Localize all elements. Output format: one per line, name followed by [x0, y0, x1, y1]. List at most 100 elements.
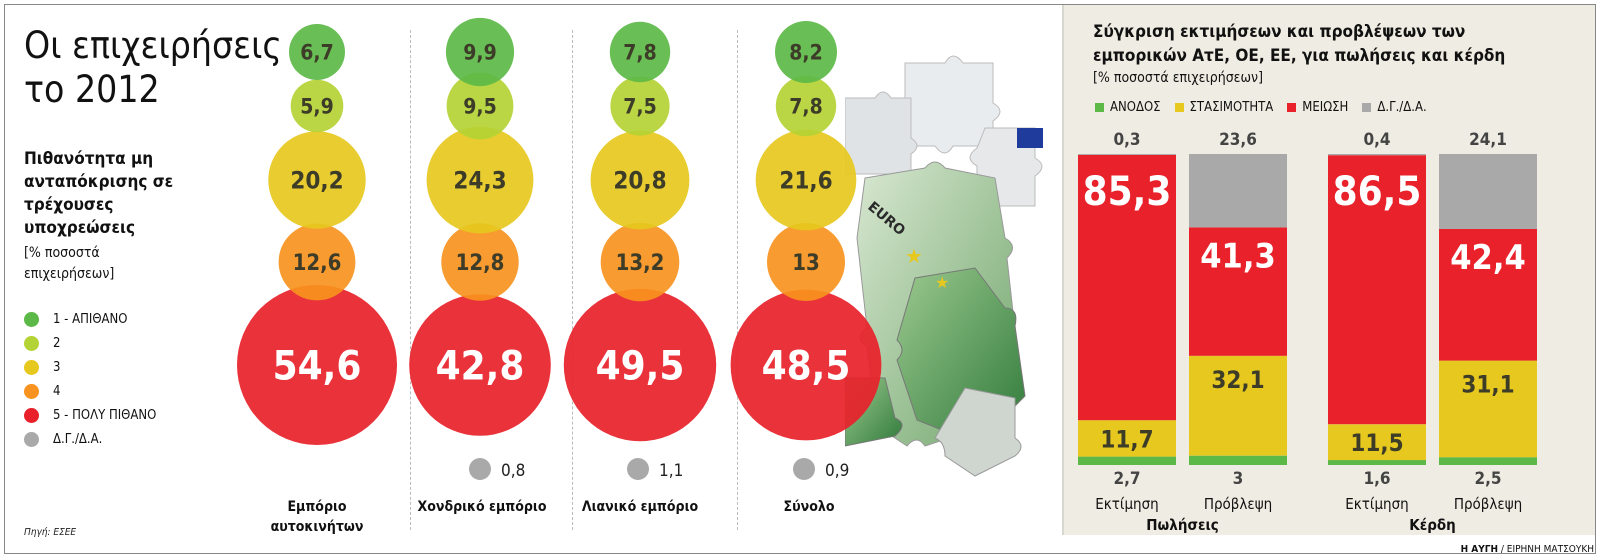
legend-swatch — [24, 335, 39, 351]
bubble-5 — [563, 288, 717, 442]
legend-item: ΜΕΙΩΣΗ — [1287, 100, 1348, 115]
bar-segment-stable — [1328, 424, 1426, 461]
bubble-1 — [609, 21, 671, 83]
legend-label: Δ.Γ./Δ.Α. — [53, 431, 103, 447]
bar-value-label: 11,7 — [1100, 425, 1153, 453]
na-value-label: 1,1 — [659, 461, 683, 481]
bubble-value-label: 9,9 — [463, 41, 496, 65]
na-bubble — [469, 458, 491, 480]
bubble-3 — [268, 131, 366, 229]
column-divider — [410, 30, 411, 530]
bubble-value-label: 12,8 — [456, 251, 505, 276]
bar-na-label: 24,1 — [1469, 130, 1507, 150]
bar-segment-stable — [1078, 420, 1176, 457]
legend-label: ΑΝΟΔΟΣ — [1110, 100, 1161, 115]
unit-note: [% ποσοστά επιχειρήσεων] — [24, 245, 115, 282]
bar-segment-up — [1439, 457, 1537, 465]
bar-na-label: 23,6 — [1219, 130, 1257, 150]
bar-segment-down — [1439, 228, 1537, 361]
bubble-4 — [278, 223, 356, 301]
bar-segment-stable — [1439, 360, 1537, 458]
puzzle-euro-illustration: EURO ★ ★ — [845, 55, 1043, 477]
bar-segment-na — [1078, 154, 1176, 155]
trend-legend: ΑΝΟΔΟΣ ΣΤΑΣΙΜΟΤΗΤΑ ΜΕΙΩΣΗ Δ.Γ./Δ.Α. — [1095, 100, 1441, 115]
legend-swatch — [1095, 103, 1104, 112]
probability-legend: 1 - ΑΠΙΘΑΝΟ 2 3 4 5 - ΠΟΛΥ ΠΙΘΑΝΟ Δ.Γ./Δ… — [24, 307, 156, 451]
bubble-value-label: 12,6 — [293, 251, 342, 276]
bubble-value-label: 48,5 — [762, 343, 851, 389]
bubble-3 — [590, 130, 690, 230]
bubble-2 — [775, 75, 837, 137]
bar-value-label: 32,1 — [1211, 366, 1264, 394]
na-bubble — [627, 458, 649, 480]
bar-segment-up — [1078, 456, 1176, 465]
bar-segment-na — [1189, 154, 1287, 228]
puzzle-piece — [845, 91, 918, 175]
bar-value-label: 86,5 — [1333, 169, 1422, 215]
legend-swatch — [24, 407, 39, 423]
eu-flag — [1017, 128, 1043, 148]
category-label: Λιανικό εμπόριο — [581, 499, 699, 515]
bar-up-label: 1,6 — [1363, 469, 1390, 489]
bubble-value-label: 7,8 — [789, 95, 822, 119]
category-label: Εμπόριο αυτοκινήτων — [270, 499, 364, 535]
bubble-5 — [409, 294, 551, 436]
bar-up-label: 2,7 — [1113, 469, 1140, 489]
comparison-chart-title: Σύγκριση εκτιμήσεων και προβλέψεων των ε… — [1093, 22, 1506, 66]
column-divider — [737, 30, 738, 530]
column-divider — [572, 30, 573, 530]
legend-item: 5 - ΠΟΛΥ ΠΙΘΑΝΟ — [24, 403, 156, 427]
page-title: Οι επιχειρήσεις το 2012 — [24, 24, 294, 112]
bubble-value-label: 8,2 — [789, 41, 822, 65]
legend-label: Δ.Γ./Δ.Α. — [1377, 100, 1427, 115]
bubble-value-label: 24,3 — [453, 167, 506, 195]
bubble-4 — [767, 223, 845, 301]
legend-item: 1 - ΑΠΙΘΑΝΟ — [24, 307, 156, 331]
bubble-value-label: 7,8 — [623, 41, 656, 65]
legend-item: ΑΝΟΔΟΣ — [1095, 100, 1161, 115]
bubble-1 — [445, 17, 515, 87]
legend-label: 4 — [53, 383, 61, 399]
bubble-4 — [600, 222, 680, 302]
bubble-2 — [446, 72, 514, 140]
panel-separator — [1062, 5, 1064, 535]
bubble-value-label: 20,8 — [613, 167, 666, 195]
legend-swatch — [24, 431, 39, 447]
legend-item: Δ.Γ./Δ.Α. — [24, 427, 156, 451]
bar-na-label: 0,3 — [1113, 130, 1140, 150]
bubble-value-label: 42,8 — [436, 343, 525, 389]
bar-segment-down — [1078, 154, 1176, 421]
bar-segment-up — [1328, 460, 1426, 465]
bubble-value-label: 13,2 — [616, 251, 665, 276]
bar-category-label: Πρόβλεψη — [1454, 495, 1522, 513]
bubble-2 — [290, 79, 344, 133]
bubble-value-label: 21,6 — [779, 167, 832, 195]
credit-author: / ΕΙΡΗΝΗ ΜΑΤΣΟΥΚΗ — [1498, 544, 1594, 555]
legend-item: 4 — [24, 379, 156, 403]
legend-label: 5 - ΠΟΛΥ ΠΙΘΑΝΟ — [53, 407, 157, 423]
bar-segment-na — [1328, 154, 1426, 156]
category-label: Χονδρικό εμπόριο — [417, 499, 547, 515]
bar-category-label: Εκτίμηση — [1345, 495, 1408, 513]
frame-border — [4, 4, 1596, 554]
bubble-value-label: 13 — [792, 251, 820, 276]
bubble-3 — [755, 129, 857, 231]
bar-up-label: 3 — [1233, 469, 1244, 489]
bar-segment-up — [1189, 455, 1287, 465]
bubble-4 — [441, 223, 519, 301]
star-icon: ★ — [935, 273, 949, 292]
bar-segment-stable — [1189, 355, 1287, 456]
legend-swatch — [24, 383, 39, 399]
credit-paper: Η ΑΥΓΗ — [1460, 544, 1499, 555]
legend-item: ΣΤΑΣΙΜΟΤΗΤΑ — [1174, 100, 1273, 115]
legend-swatch — [1287, 103, 1297, 112]
legend-swatch — [24, 311, 39, 327]
bubble-value-label: 20,2 — [290, 167, 343, 195]
title-line-1: Οι επιχειρήσεις — [24, 24, 282, 67]
legend-label: 3 — [53, 359, 61, 375]
bubble-value-label: 9,5 — [463, 95, 496, 119]
bar-value-label: 41,3 — [1200, 236, 1275, 276]
bubble-5 — [730, 289, 882, 441]
bar-segment-down — [1328, 155, 1426, 425]
comparison-unit-note: [% ποσοστά επιχειρήσεων] — [1093, 70, 1263, 86]
